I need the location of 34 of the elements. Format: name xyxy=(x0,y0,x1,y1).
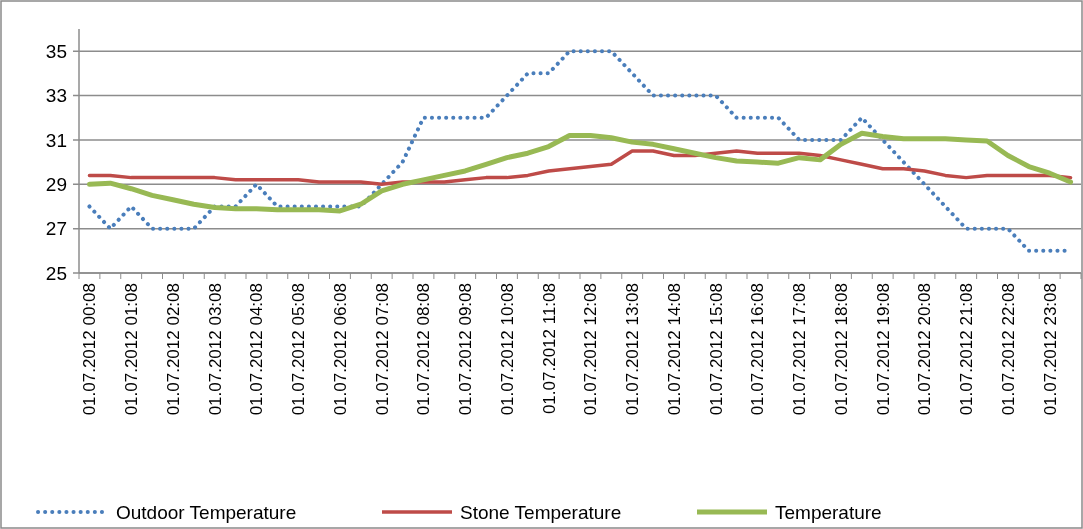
x-tick-label: 01.07.2012 13:08 xyxy=(623,283,643,416)
y-tick-label: 29 xyxy=(45,173,67,195)
y-tick-label: 35 xyxy=(45,40,67,62)
x-tick-label: 01.07.2012 02:08 xyxy=(163,283,183,416)
x-tick-label: 01.07.2012 00:08 xyxy=(80,283,100,416)
x-tick-label: 01.07.2012 07:08 xyxy=(372,283,392,416)
legend-label: Outdoor Temperature xyxy=(116,501,297,523)
x-tick-label: 01.07.2012 09:08 xyxy=(456,283,476,416)
x-tick-label: 01.07.2012 01:08 xyxy=(122,283,142,416)
y-tick-label: 25 xyxy=(45,262,67,284)
x-tick-label: 01.07.2012 10:08 xyxy=(497,283,517,416)
x-tick-label: 01.07.2012 22:08 xyxy=(998,283,1018,416)
x-tick-label: 01.07.2012 21:08 xyxy=(957,283,977,416)
x-tick-label: 01.07.2012 08:08 xyxy=(414,283,434,416)
legend-label: Stone Temperature xyxy=(460,501,622,523)
x-tick-label: 01.07.2012 16:08 xyxy=(748,283,768,416)
x-tick-label: 01.07.2012 12:08 xyxy=(581,283,601,416)
x-tick-label: 01.07.2012 04:08 xyxy=(247,283,267,416)
x-tick-label: 01.07.2012 11:08 xyxy=(539,283,559,415)
x-tick-label: 01.07.2012 20:08 xyxy=(915,283,935,416)
y-tick-label: 31 xyxy=(45,129,67,151)
x-tick-label: 01.07.2012 15:08 xyxy=(706,283,726,416)
x-tick-label: 01.07.2012 18:08 xyxy=(831,283,851,416)
legend-label: Temperature xyxy=(775,501,882,523)
x-tick-label: 01.07.2012 06:08 xyxy=(330,283,350,416)
x-tick-label: 01.07.2012 03:08 xyxy=(205,283,225,416)
y-tick-label: 27 xyxy=(45,218,67,240)
y-tick-label: 33 xyxy=(45,85,67,107)
x-tick-label: 01.07.2012 17:08 xyxy=(790,283,810,416)
x-tick-label: 01.07.2012 05:08 xyxy=(289,283,309,416)
line-series xyxy=(87,149,1073,187)
x-tick-label: 01.07.2012 14:08 xyxy=(664,283,684,416)
x-tick-label: 01.07.2012 19:08 xyxy=(873,283,893,416)
x-tick-label: 01.07.2012 23:08 xyxy=(1040,283,1060,416)
